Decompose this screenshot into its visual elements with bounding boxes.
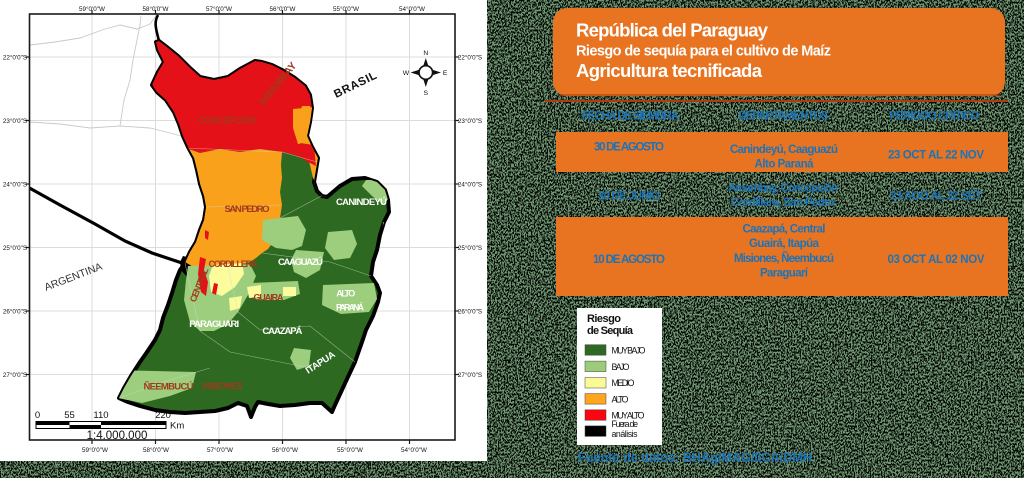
svg-text:Fuera de: Fuera de [612,419,639,429]
svg-text:Misiones, Ñeembucú: Misiones, Ñeembucú [734,252,834,265]
svg-text:57°0'0"W: 57°0'0"W [206,5,232,13]
svg-text:PARAGUARI: PARAGUARI [189,319,239,330]
svg-text:MISIONES: MISIONES [202,381,242,391]
svg-text:BAJO: BAJO [612,362,630,372]
svg-text:23 AGO AL 22 SET: 23 AGO AL 22 SET [890,191,982,203]
svg-text:10 DE AGOSTO: 10 DE AGOSTO [593,254,665,266]
svg-text:26°0'0"S: 26°0'0"S [3,308,27,316]
svg-text:ÑEEMBUCÚ: ÑEEMBUCÚ [144,381,194,393]
svg-text:58°0'0"W: 58°0'0"W [143,5,169,13]
svg-text:220: 220 [155,410,171,421]
svg-text:Cordillera, San Pedro: Cordillera, San Pedro [731,197,835,209]
svg-text:22°0'0"S: 22°0'0"S [3,54,27,62]
svg-text:análisis: análisis [612,429,639,439]
svg-text:Guairá, Itapúa: Guairá, Itapúa [749,238,820,250]
svg-text:23°0'0"S: 23°0'0"S [3,117,27,125]
svg-text:CAAGUAZÚ: CAAGUAZÚ [278,256,323,268]
svg-text:CANINDEYÚ: CANINDEYÚ [336,196,387,208]
svg-text:Km: Km [170,421,184,432]
svg-text:Paraguarí: Paraguarí [760,268,809,280]
svg-text:59°0'0"W: 59°0'0"W [82,446,108,454]
svg-text:22°0'0"S: 22°0'0"S [458,54,482,62]
svg-text:FECHA DE SIEMBRA: FECHA DE SIEMBRA [582,111,679,123]
svg-text:ALTO: ALTO [612,394,629,404]
svg-text:SAN PEDRO: SAN PEDRO [225,204,270,215]
svg-text:DEPARTAMENTOS: DEPARTAMENTOS [739,111,829,123]
svg-text:30 DE AGOSTO: 30 DE AGOSTO [594,142,664,154]
svg-text:República del Paraguay: República del Paraguay [576,20,769,41]
svg-text:CORDILLERA: CORDILLERA [209,259,259,269]
svg-text:0: 0 [35,410,40,421]
svg-text:CONCEPCIÓN: CONCEPCIÓN [198,115,256,127]
svg-text:Riesgo de sequía para el culti: Riesgo de sequía para el cultivo de Maíz [576,44,831,60]
svg-text:56°0'0"W: 56°0'0"W [272,446,298,454]
svg-text:W: W [403,70,410,77]
svg-text:55: 55 [64,410,75,421]
svg-text:59°0'0"W: 59°0'0"W [79,5,105,13]
svg-text:24°0'0"S: 24°0'0"S [458,181,482,189]
svg-text:PERIODO CRITICO: PERIODO CRITICO [890,111,980,123]
svg-text:de Sequía: de Sequía [587,325,634,337]
svg-text:26°0'0"S: 26°0'0"S [458,308,482,316]
svg-text:24°0'0"S: 24°0'0"S [3,181,27,189]
svg-text:30 DE JUNIO: 30 DE JUNIO [598,191,660,203]
svg-text:Alto Paraná: Alto Paraná [755,159,815,171]
svg-text:23 OCT AL 22 NOV: 23 OCT AL 22 NOV [888,150,984,162]
svg-text:55°0'0"W: 55°0'0"W [337,446,363,454]
svg-text:Caazapá, Central: Caazapá, Central [743,224,826,236]
svg-text:27°0'0"S: 27°0'0"S [3,371,27,379]
svg-text:54°0'0"W: 54°0'0"W [399,5,425,13]
svg-text:ALTO: ALTO [336,289,355,299]
svg-text:23°0'0"S: 23°0'0"S [458,117,482,125]
svg-text:GUAIRA: GUAIRA [254,293,285,303]
svg-text:Fuente de datos: BHAg/MAG/IICA: Fuente de datos: BHAg/MAG/IICA/DMH [578,449,812,465]
svg-text:27°0'0"S: 27°0'0"S [458,371,482,379]
svg-text:Agricultura tecnificada: Agricultura tecnificada [576,60,763,81]
svg-text:CAAZAPÁ: CAAZAPÁ [262,326,302,337]
svg-text:PARANÁ: PARANÁ [336,303,365,313]
svg-text:E: E [443,70,448,77]
svg-text:MUY ALTO: MUY ALTO [612,411,645,421]
svg-text:MEDIO: MEDIO [612,378,635,388]
svg-text:58°0'0"W: 58°0'0"W [143,446,169,454]
svg-text:25°0'0"S: 25°0'0"S [458,244,482,252]
svg-text:N: N [423,50,428,57]
svg-text:Riesgo: Riesgo [587,313,621,325]
svg-text:55°0'0"W: 55°0'0"W [333,5,359,13]
svg-text:MUY BAJO: MUY BAJO [612,346,646,356]
svg-text:03 OCT AL 02 NOV: 03 OCT AL 02 NOV [888,254,985,266]
svg-text:56°0'0"W: 56°0'0"W [270,5,296,13]
svg-text:110: 110 [93,410,108,421]
svg-text:57°0'0"W: 57°0'0"W [207,446,233,454]
svg-text:25°0'0"S: 25°0'0"S [3,244,27,252]
svg-text:Amambay, Concepción: Amambay, Concepción [728,183,838,195]
svg-text:1:4.000.000: 1:4.000.000 [87,430,148,442]
svg-text:Canindeyú, Caaguazú: Canindeyú, Caaguazú [730,144,838,156]
svg-text:S: S [424,90,429,97]
svg-text:54°0'0"W: 54°0'0"W [401,446,427,454]
